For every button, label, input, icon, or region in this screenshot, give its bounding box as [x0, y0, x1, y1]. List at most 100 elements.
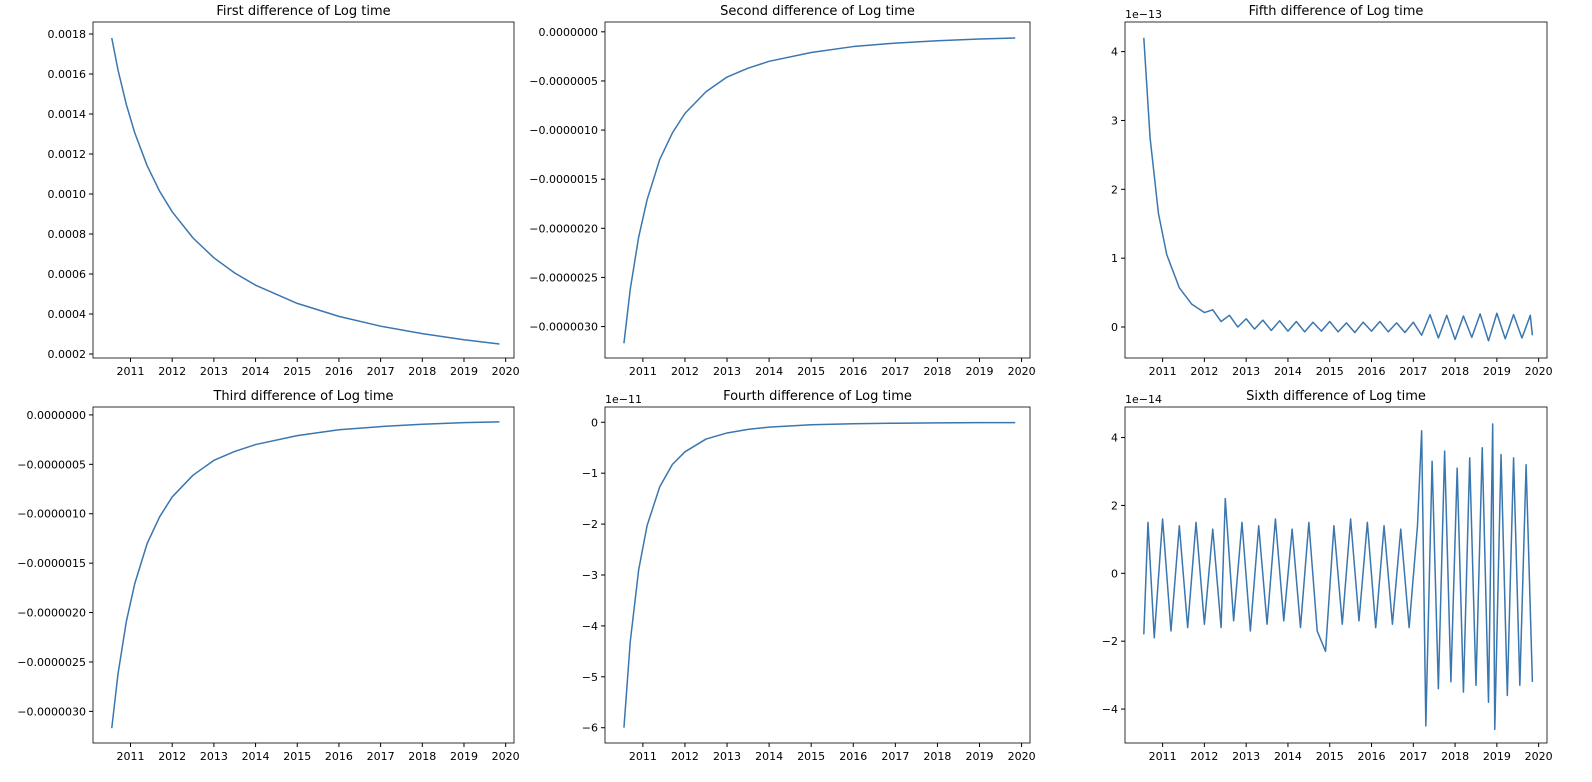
y-tick-label: 4 [1111, 432, 1118, 445]
x-tick-label: 2019 [966, 365, 994, 378]
offset-label: 1e−11 [605, 393, 642, 406]
axes-frame [604, 406, 1031, 744]
x-tick-label: 2019 [450, 365, 478, 378]
x-tick-label: 2013 [200, 365, 228, 378]
x-tick-label: 2015 [797, 750, 825, 763]
x-tick-label: 2012 [671, 750, 699, 763]
x-tick-label: 2018 [408, 750, 436, 763]
y-tick-label: −2 [1102, 635, 1118, 648]
x-tick-label: 2019 [450, 750, 478, 763]
y-tick-label: −3 [582, 569, 598, 582]
x-tick-label: 2013 [713, 365, 741, 378]
y-tick-label: 0.0000000 [539, 26, 599, 39]
y-tick-label: −1 [582, 467, 598, 480]
x-tick-label: 2011 [629, 750, 657, 763]
x-tick-label: 2011 [1149, 365, 1177, 378]
x-tick-label: 2017 [367, 365, 395, 378]
x-tick-label: 2013 [1232, 750, 1260, 763]
x-tick-label: 2018 [408, 365, 436, 378]
y-tick-label: −0.0000030 [529, 321, 598, 334]
y-tick-label: −0.0000015 [529, 173, 598, 186]
x-tick-label: 2016 [325, 365, 353, 378]
y-tick-label: 0 [1111, 567, 1118, 580]
line [1143, 37, 1534, 342]
y-tick-label: 2 [1111, 183, 1118, 196]
y-tick-label: −0.0000005 [529, 75, 598, 88]
y-tick-label: 0.0010 [48, 188, 87, 201]
x-tick-label: 2014 [1274, 365, 1302, 378]
x-tick-label: 2018 [923, 750, 951, 763]
y-tick-label: 3 [1111, 114, 1118, 127]
y-tick-label: −4 [1102, 703, 1118, 716]
x-tick-label: 2017 [881, 365, 909, 378]
y-tick-label: 1 [1111, 252, 1118, 265]
y-tick-label: 0.0008 [48, 228, 87, 241]
x-tick-label: 2017 [1399, 750, 1427, 763]
x-tick-label: 2011 [1149, 750, 1177, 763]
x-tick-label: 2015 [1316, 750, 1344, 763]
axes-frame [604, 21, 1031, 359]
chart-title: Sixth difference of Log time [1246, 389, 1426, 404]
x-tick-label: 2013 [1232, 365, 1260, 378]
y-tick-label: −0.0000025 [529, 271, 598, 284]
x-tick-label: 2016 [839, 365, 867, 378]
y-tick-label: 0.0000000 [27, 409, 87, 422]
chart-title: Fourth difference of Log time [723, 389, 912, 404]
x-tick-label: 2011 [629, 365, 657, 378]
y-tick-label: −0.0000005 [17, 458, 86, 471]
x-tick-label: 2014 [755, 365, 783, 378]
y-tick-label: 0.0014 [48, 108, 87, 121]
x-tick-label: 2020 [1008, 750, 1036, 763]
x-tick-label: 2015 [283, 365, 311, 378]
x-tick-label: 2013 [713, 750, 741, 763]
y-tick-label: −0.0000010 [17, 508, 86, 521]
x-tick-label: 2020 [1525, 365, 1553, 378]
x-tick-label: 2011 [117, 750, 145, 763]
x-tick-label: 2016 [1358, 365, 1386, 378]
y-tick-label: 0.0006 [48, 268, 87, 281]
x-tick-label: 2016 [325, 750, 353, 763]
x-tick-label: 2014 [755, 750, 783, 763]
x-tick-label: 2015 [283, 750, 311, 763]
axes-frame [1124, 21, 1548, 359]
y-tick-label: 0.0012 [48, 148, 87, 161]
x-tick-label: 2012 [1190, 365, 1218, 378]
x-tick-label: 2012 [1190, 750, 1218, 763]
x-tick-label: 2014 [242, 365, 270, 378]
x-tick-label: 2019 [1483, 365, 1511, 378]
line [111, 421, 500, 729]
y-tick-label: 0.0018 [48, 28, 87, 41]
y-tick-label: 4 [1111, 46, 1118, 59]
axes-frame [1124, 406, 1548, 744]
y-tick-label: −0.0000030 [17, 705, 86, 718]
x-tick-label: 2020 [492, 750, 520, 763]
x-tick-label: 2017 [881, 750, 909, 763]
y-tick-label: −2 [582, 518, 598, 531]
x-tick-label: 2018 [1441, 750, 1469, 763]
y-tick-label: −0.0000015 [17, 557, 86, 570]
y-tick-label: −5 [582, 671, 598, 684]
x-tick-label: 2018 [923, 365, 951, 378]
chart-title: Third difference of Log time [212, 389, 393, 404]
y-tick-label: 0.0016 [48, 68, 87, 81]
x-tick-label: 2015 [1316, 365, 1344, 378]
chart-title: Second difference of Log time [720, 4, 915, 19]
x-tick-label: 2011 [117, 365, 145, 378]
y-tick-label: 0 [591, 416, 598, 429]
line [623, 421, 1016, 728]
y-tick-label: −0.0000020 [17, 607, 86, 620]
x-tick-label: 2012 [671, 365, 699, 378]
x-tick-label: 2016 [839, 750, 867, 763]
x-tick-label: 2016 [1358, 750, 1386, 763]
offset-label: 1e−14 [1125, 393, 1162, 406]
x-tick-label: 2020 [1008, 365, 1036, 378]
line [111, 37, 500, 345]
y-tick-label: −4 [582, 620, 598, 633]
axes-frame [92, 406, 515, 744]
x-tick-label: 2019 [1483, 750, 1511, 763]
y-tick-label: −0.0000010 [529, 124, 598, 137]
x-tick-label: 2020 [1525, 750, 1553, 763]
chart-title: Fifth difference of Log time [1249, 4, 1424, 19]
axes-frame [92, 21, 515, 359]
